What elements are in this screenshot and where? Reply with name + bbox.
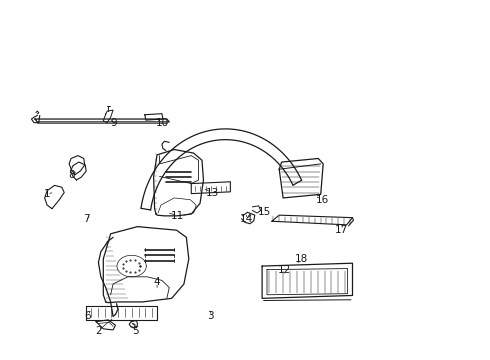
Text: 18: 18: [294, 254, 308, 264]
Text: 6: 6: [84, 311, 91, 320]
Text: 16: 16: [316, 195, 329, 205]
Text: 8: 8: [68, 170, 75, 180]
Text: 11: 11: [171, 211, 184, 221]
Text: 15: 15: [258, 207, 271, 217]
Text: 1: 1: [44, 189, 50, 199]
Text: 5: 5: [132, 325, 138, 336]
Text: 12: 12: [277, 265, 291, 275]
Text: 3: 3: [207, 311, 214, 321]
Text: 13: 13: [206, 188, 219, 198]
Text: 14: 14: [239, 215, 253, 224]
Text: 7: 7: [83, 215, 90, 224]
Text: 17: 17: [335, 225, 348, 235]
Text: 4: 4: [154, 277, 160, 287]
Text: 10: 10: [155, 118, 169, 128]
Text: 9: 9: [111, 118, 118, 128]
Text: 2: 2: [95, 325, 102, 336]
